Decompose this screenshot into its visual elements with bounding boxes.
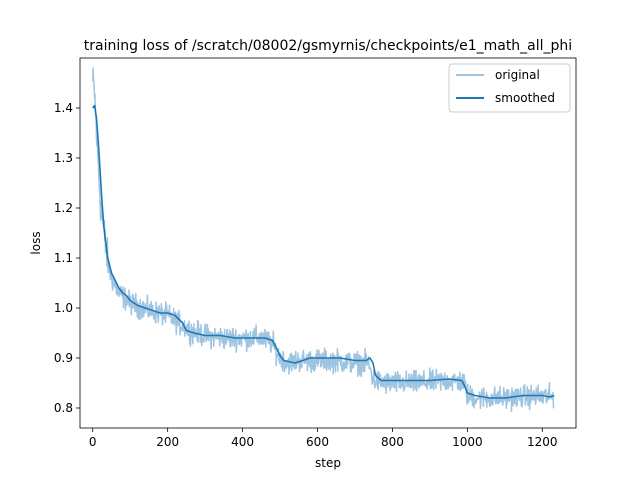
x-tick-label: 600 [306,435,329,449]
x-tick-label: 400 [231,435,254,449]
x-tick-label: 1200 [527,435,558,449]
legend: original smoothed [448,63,571,113]
y-tick-label: 1.3 [54,151,73,165]
axes-frame [79,57,577,429]
x-tick-label: 0 [89,435,97,449]
x-tick-label: 800 [381,435,404,449]
y-tick-label: 1.1 [54,251,73,265]
x-axis-label: step [315,456,341,470]
legend-label-smoothed: smoothed [495,91,555,105]
series-line-original [91,67,555,413]
legend-label-original: original [495,68,540,82]
y-tick-label: 0.9 [54,351,73,365]
x-tick-label: 200 [156,435,179,449]
x-axis: 0 200 400 600 800 1000 1200 [89,428,558,449]
y-tick-label: 1.2 [54,201,73,215]
x-tick-label: 1000 [452,435,483,449]
chart-title: training loss of /scratch/08002/gsmyrnis… [84,38,572,54]
plot-area [91,67,555,413]
y-axis-label: loss [29,231,43,254]
y-tick-label: 0.8 [54,401,73,415]
series-line-smoothed [92,104,555,399]
y-tick-label: 1.4 [54,101,73,115]
y-tick-label: 1.0 [54,301,73,315]
y-axis: 0.8 0.9 1.0 1.1 1.2 1.3 1.4 [54,101,80,415]
